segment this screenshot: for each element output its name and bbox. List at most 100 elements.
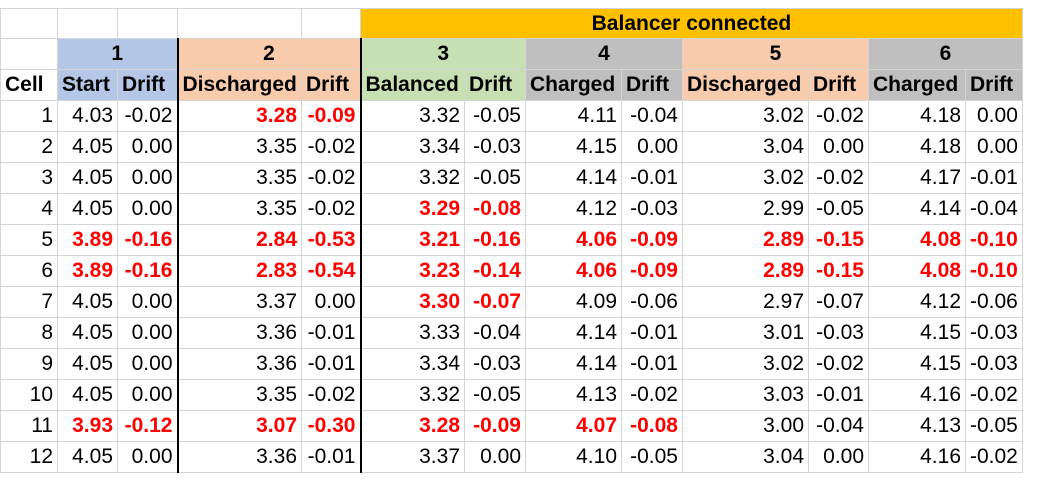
voltage-value[interactable]: 3.35 [176,162,302,194]
cell-number[interactable]: 10 [0,379,58,411]
drift-value[interactable]: -0.16 [464,224,526,256]
drift-value[interactable]: -0.01 [301,348,361,380]
voltage-value[interactable]: 2.83 [176,255,302,287]
drift-value[interactable]: -0.16 [117,224,178,256]
drift-value[interactable]: -0.12 [117,410,178,442]
drift-value[interactable]: -0.04 [808,410,869,442]
voltage-value[interactable]: 4.13 [868,410,966,442]
voltage-value[interactable]: 2.99 [682,193,809,225]
drift-value[interactable]: -0.02 [301,193,361,225]
drift-value[interactable]: -0.04 [621,100,683,132]
cell-number[interactable]: 7 [0,286,58,318]
voltage-value[interactable]: 4.05 [57,441,118,473]
voltage-value[interactable]: 4.16 [868,379,966,411]
voltage-value[interactable]: 4.05 [57,348,118,380]
drift-value[interactable]: -0.05 [464,100,526,132]
voltage-value[interactable]: 4.12 [525,193,622,225]
drift-value[interactable]: -0.16 [117,255,178,287]
voltage-value[interactable]: 3.35 [176,379,302,411]
drift-value[interactable]: -0.03 [965,317,1023,349]
voltage-value[interactable]: 3.28 [359,410,465,442]
voltage-value[interactable]: 4.05 [57,193,118,225]
drift-header[interactable]: Drift [808,69,869,101]
voltage-value[interactable]: 4.05 [57,379,118,411]
drift-value[interactable]: -0.02 [117,100,178,132]
voltage-value[interactable]: 3.21 [359,224,465,256]
drift-value[interactable]: -0.02 [965,379,1023,411]
voltage-value[interactable]: 4.13 [525,379,622,411]
drift-value[interactable]: -0.08 [621,410,683,442]
voltage-value[interactable]: 4.15 [868,348,966,380]
voltage-value[interactable]: 2.97 [682,286,809,318]
cell[interactable] [57,8,118,39]
cell[interactable] [177,8,302,39]
drift-value[interactable]: 0.00 [117,193,178,225]
drift-value[interactable]: -0.05 [808,193,869,225]
voltage-value[interactable]: 4.03 [57,100,118,132]
voltage-value[interactable]: 3.36 [176,441,302,473]
drift-value[interactable]: -0.09 [301,100,361,132]
drift-value[interactable]: 0.00 [621,131,683,163]
cell-number[interactable]: 2 [0,131,58,163]
voltage-value[interactable]: 3.34 [359,348,465,380]
drift-header[interactable]: Drift [464,69,526,101]
drift-value[interactable]: 0.00 [117,286,178,318]
voltage-value[interactable]: 4.14 [525,162,622,194]
drift-value[interactable]: -0.01 [621,162,683,194]
voltage-value[interactable]: 3.35 [176,131,302,163]
drift-value[interactable]: -0.02 [808,100,869,132]
voltage-value[interactable]: 4.10 [525,441,622,473]
voltage-value[interactable]: 3.02 [682,100,809,132]
voltage-value[interactable]: 3.37 [359,441,465,473]
drift-value[interactable]: -0.06 [621,286,683,318]
voltage-value[interactable]: 4.06 [525,255,622,287]
drift-header[interactable]: Drift [117,69,178,101]
drift-value[interactable]: -0.01 [301,317,361,349]
drift-value[interactable]: -0.01 [621,317,683,349]
voltage-value[interactable]: 3.89 [57,224,118,256]
drift-value[interactable]: -0.08 [464,193,526,225]
cell-number[interactable]: 1 [0,100,58,132]
drift-value[interactable]: 0.00 [808,441,869,473]
cell-number[interactable]: 12 [0,441,58,473]
cell[interactable] [0,38,58,70]
voltage-value[interactable]: 3.89 [57,255,118,287]
voltage-value[interactable]: 3.04 [682,441,809,473]
voltage-value[interactable]: 3.36 [176,317,302,349]
drift-value[interactable]: -0.15 [808,255,869,287]
voltage-value[interactable]: 4.15 [525,131,622,163]
drift-value[interactable]: -0.02 [621,379,683,411]
drift-value[interactable]: -0.02 [301,131,361,163]
cell-number[interactable]: 9 [0,348,58,380]
drift-value[interactable]: -0.03 [808,317,869,349]
voltage-value[interactable]: 2.89 [682,224,809,256]
voltage-value[interactable]: 4.05 [57,286,118,318]
cell[interactable] [301,8,361,39]
drift-value[interactable]: -0.05 [464,379,526,411]
cell-number[interactable]: 5 [0,224,58,256]
drift-value[interactable]: -0.02 [301,379,361,411]
drift-value[interactable]: 0.00 [301,286,361,318]
voltage-value[interactable]: 4.08 [868,255,966,287]
drift-value[interactable]: -0.07 [808,286,869,318]
voltage-value[interactable]: 4.18 [868,100,966,132]
discharged-header[interactable]: Discharged [682,69,809,101]
voltage-value[interactable]: 4.14 [525,348,622,380]
voltage-value[interactable]: 3.32 [359,162,465,194]
voltage-value[interactable]: 3.29 [359,193,465,225]
group-5-header[interactable]: 5 [682,38,869,70]
voltage-value[interactable]: 4.06 [525,224,622,256]
voltage-value[interactable]: 4.14 [525,317,622,349]
voltage-value[interactable]: 3.30 [359,286,465,318]
drift-value[interactable]: 0.00 [117,131,178,163]
drift-value[interactable]: 0.00 [117,441,178,473]
voltage-value[interactable]: 4.07 [525,410,622,442]
drift-value[interactable]: -0.02 [965,441,1023,473]
voltage-value[interactable]: 3.34 [359,131,465,163]
drift-value[interactable]: -0.01 [621,348,683,380]
group-4-header[interactable]: 4 [525,38,683,70]
drift-value[interactable]: -0.05 [464,162,526,194]
voltage-value[interactable]: 3.37 [176,286,302,318]
voltage-value[interactable]: 4.12 [868,286,966,318]
drift-value[interactable]: -0.01 [965,162,1023,194]
